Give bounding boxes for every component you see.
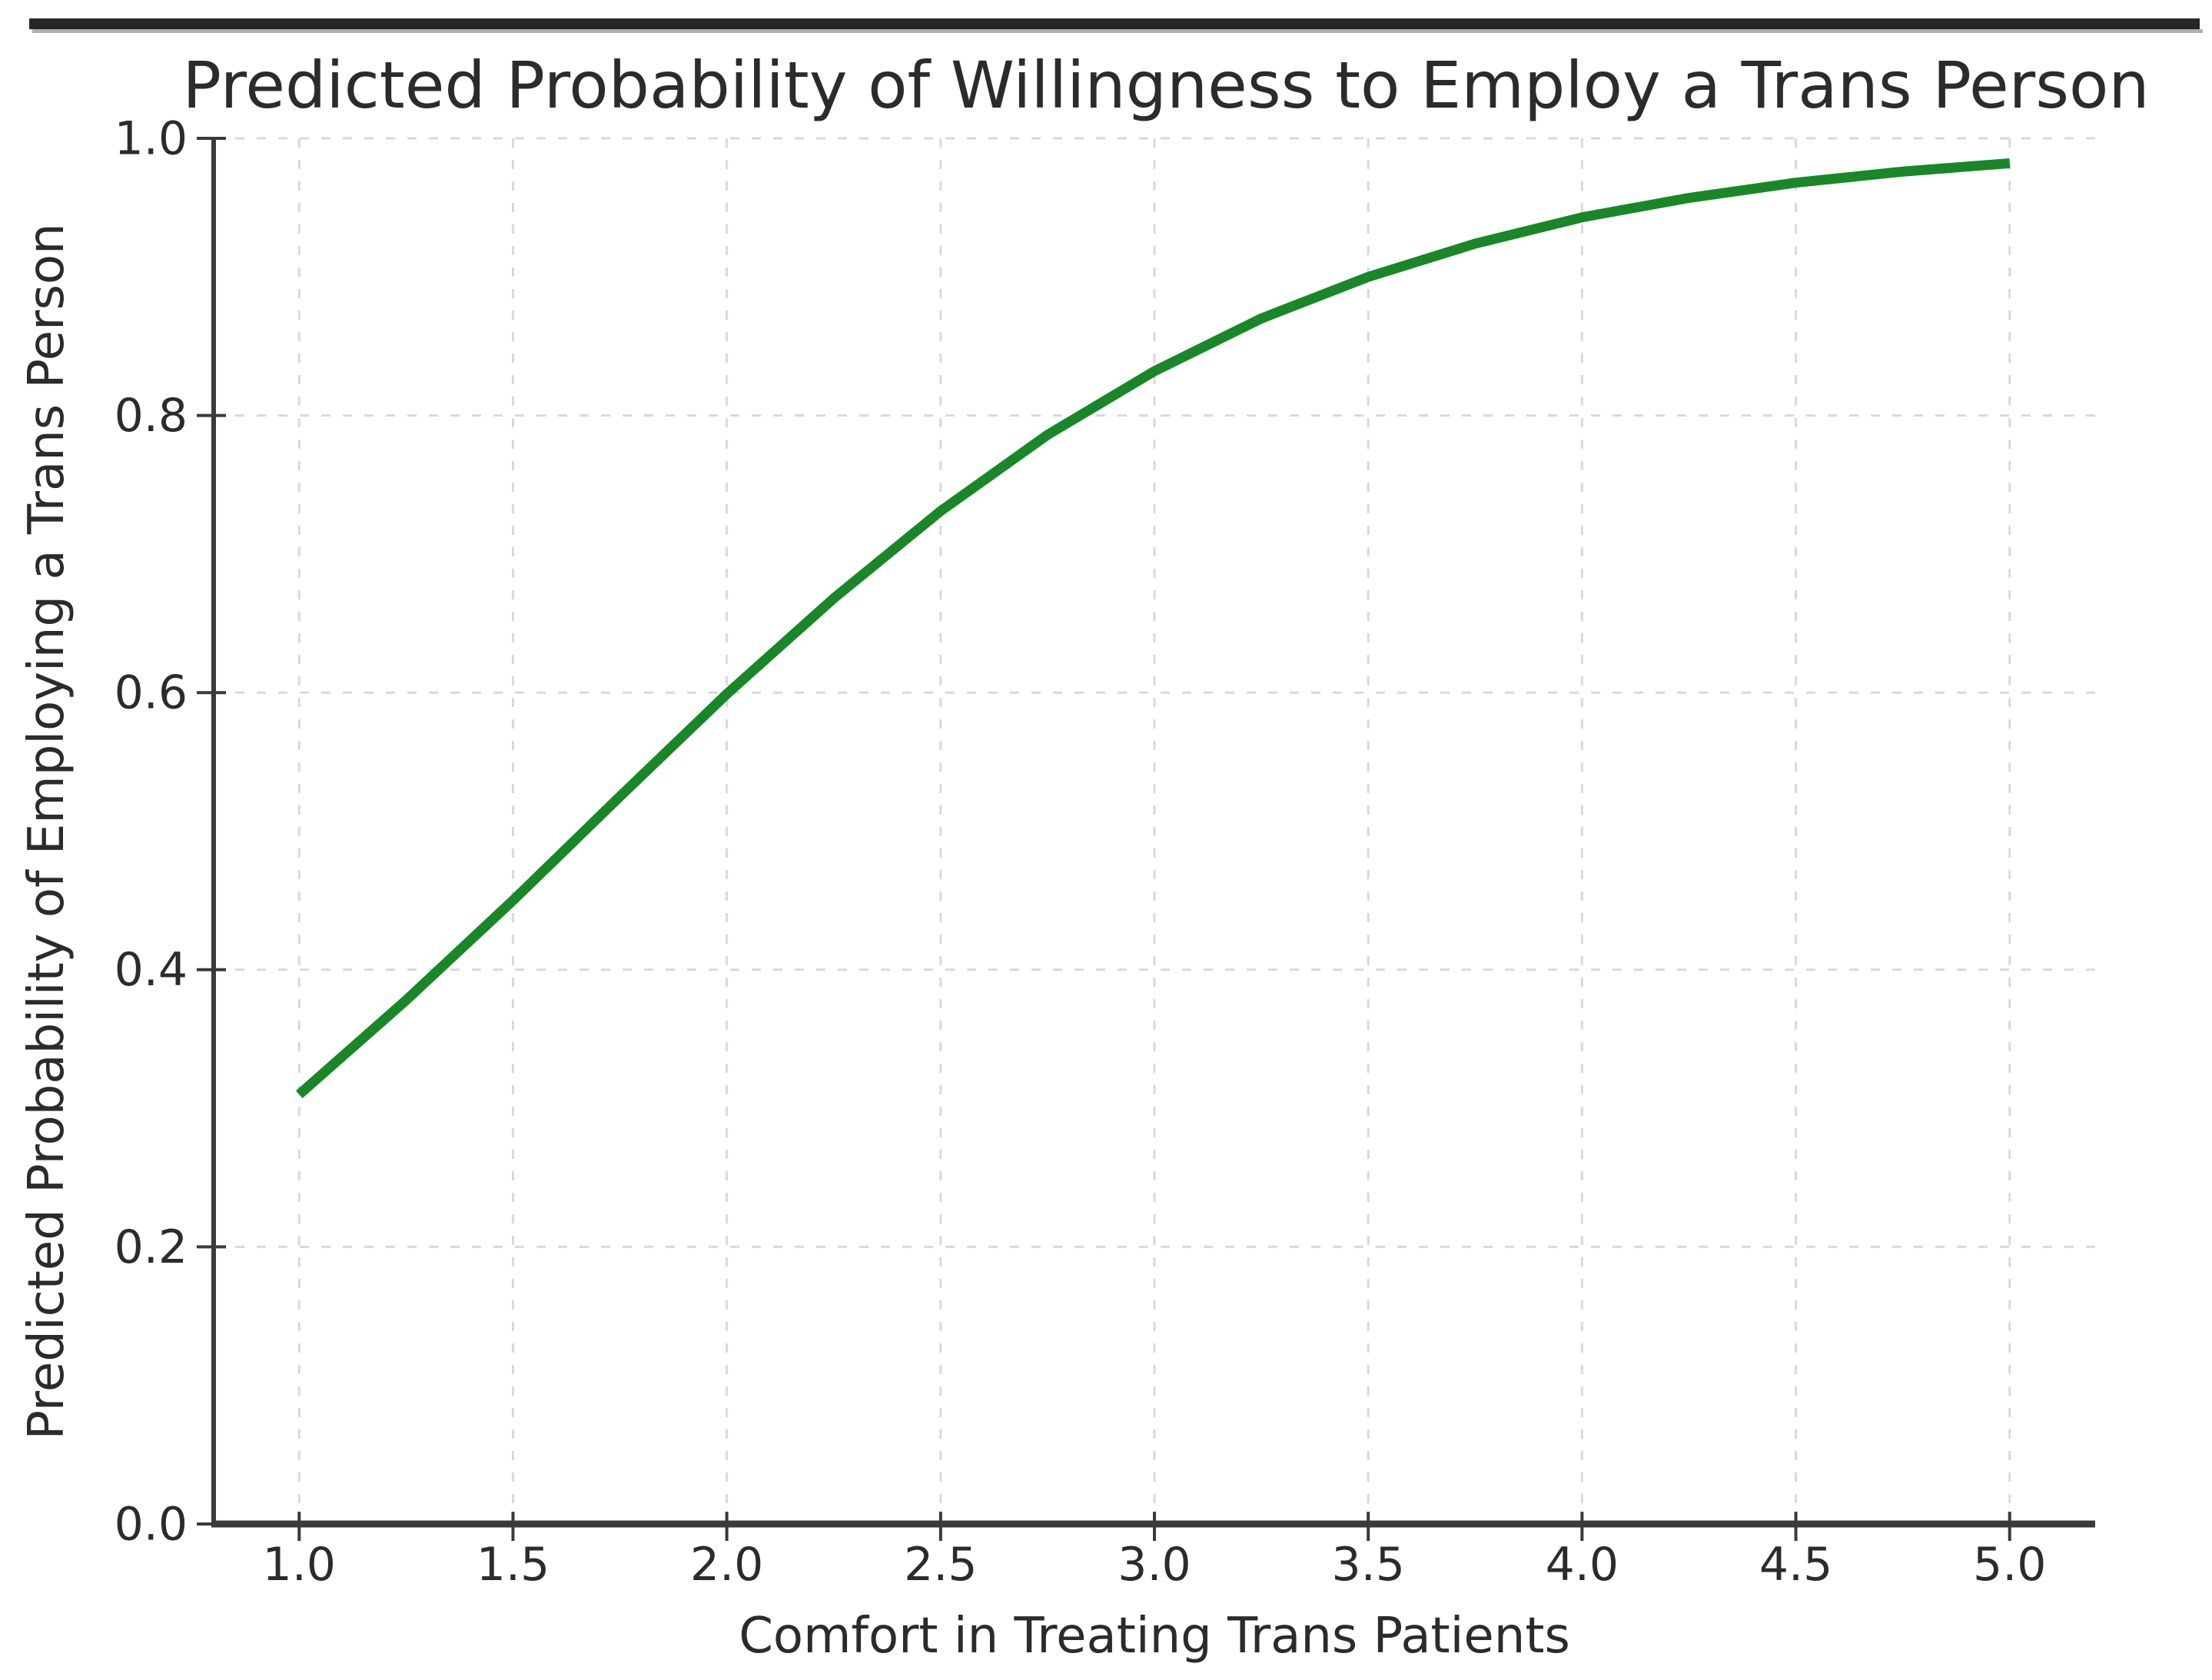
- axes: [197, 137, 2095, 1541]
- prediction-curve: [295, 158, 2011, 1098]
- y-tick-label: 0.8: [115, 389, 188, 443]
- y-tick-label: 0.6: [115, 666, 188, 720]
- top-border-bar: [29, 18, 2200, 29]
- x-tick-label: 3.5: [1331, 1538, 1404, 1592]
- top-border-bar-shadow: [32, 29, 2203, 33]
- chart-title: Predicted Probability of Willingness to …: [182, 48, 2149, 123]
- x-tick-label: 5.0: [1973, 1538, 2046, 1592]
- x-tick-label: 4.0: [1546, 1538, 1619, 1592]
- x-tick-label: 1.5: [477, 1538, 550, 1592]
- x-tick-label: 3.0: [1118, 1538, 1191, 1592]
- x-tick-label: 2.5: [904, 1538, 977, 1592]
- y-tick-label: 0.4: [115, 943, 188, 997]
- x-axis-label: Comfort in Treating Trans Patients: [739, 1608, 1570, 1665]
- tick-labels: 1.0 1.5 2.0 2.5 3.0 3.5 4.0 4.5 5.0 0.0 0.2 0.4 0.6 0…: [115, 111, 2047, 1592]
- x-tick-label: 2.0: [690, 1538, 763, 1592]
- x-tick-label: 1.0: [263, 1538, 336, 1592]
- y-tick-label: 0.0: [115, 1497, 188, 1551]
- y-tick-label: 0.2: [115, 1220, 188, 1274]
- y-tick-label: 1.0: [115, 111, 188, 165]
- curve-layer: [295, 158, 2011, 1098]
- y-axis-label: Predicted Probability of Employing a Tra…: [18, 223, 75, 1439]
- gridlines: [214, 137, 2095, 1526]
- x-tick-label: 4.5: [1759, 1538, 1832, 1592]
